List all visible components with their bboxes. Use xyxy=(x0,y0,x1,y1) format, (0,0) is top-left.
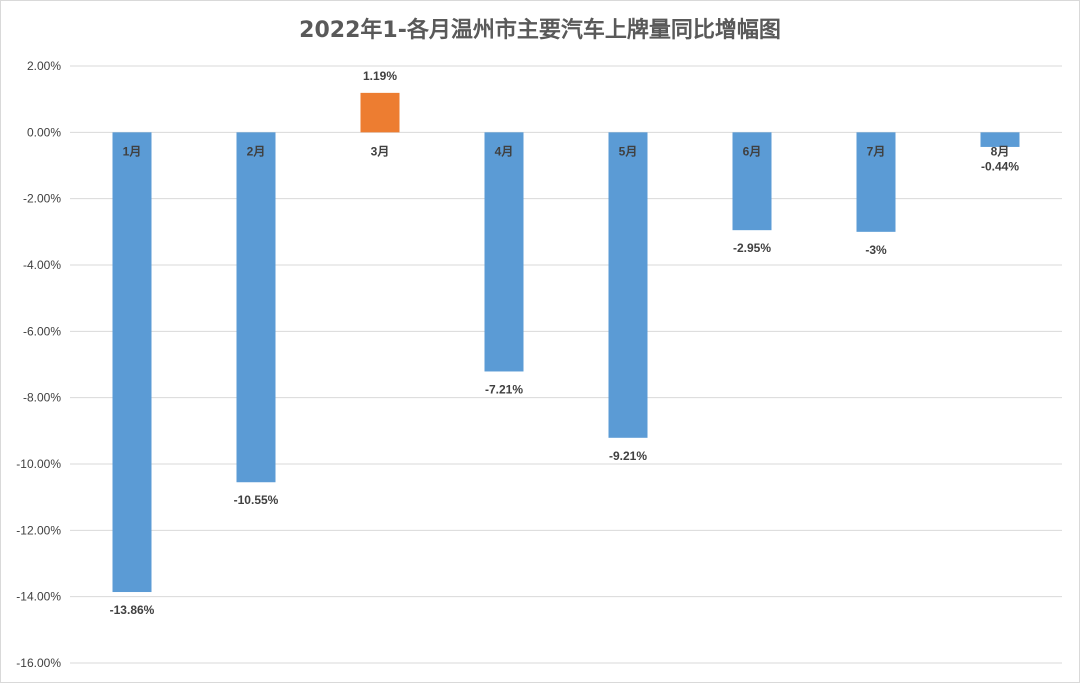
y-tick-label: -16.00% xyxy=(16,656,61,670)
y-tick-label: -6.00% xyxy=(23,324,61,338)
y-tick-label: -10.00% xyxy=(16,457,61,471)
category-label: 7月 xyxy=(867,144,886,158)
y-tick-label: -8.00% xyxy=(23,391,61,405)
y-axis-ticks: 2.00% 0.00% -2.00% -4.00% -6.00% -8.00% -10.00… xyxy=(16,59,61,670)
data-label: -10.55% xyxy=(234,493,279,507)
y-tick-label: -14.00% xyxy=(16,590,61,604)
y-tick-label: 0.00% xyxy=(27,125,61,139)
gridlines xyxy=(70,65,1062,664)
category-label: 8月 xyxy=(991,144,1010,158)
bars xyxy=(112,92,1020,593)
data-labels: -13.86% -10.55% 1.19% -7.21% -9.21% -2.95% -3%… xyxy=(110,69,1020,617)
bar xyxy=(484,132,524,372)
category-label: 1月 xyxy=(123,144,142,158)
bar xyxy=(980,132,1020,147)
y-tick-label: -12.00% xyxy=(16,523,61,537)
category-label: 2月 xyxy=(247,144,266,158)
category-label: 5月 xyxy=(619,144,638,158)
bar xyxy=(608,132,648,438)
bar xyxy=(856,132,896,232)
category-labels: 1月 2月 3月 4月 5月 6月 7月 8月 xyxy=(123,144,1010,158)
data-label: -13.86% xyxy=(110,603,155,617)
data-label: -7.21% xyxy=(485,382,523,396)
y-tick-label: -2.00% xyxy=(23,192,61,206)
data-label: -3% xyxy=(865,243,887,257)
data-label: 1.19% xyxy=(363,69,397,83)
bar xyxy=(112,132,152,593)
y-tick-label: 2.00% xyxy=(27,59,61,73)
bar xyxy=(236,132,276,483)
y-tick-label: -4.00% xyxy=(23,258,61,272)
category-label: 4月 xyxy=(495,144,514,158)
category-label: 3月 xyxy=(371,144,390,158)
data-label: -9.21% xyxy=(609,449,647,463)
bar xyxy=(732,132,772,231)
data-label: -0.44% xyxy=(981,159,1019,173)
bar xyxy=(360,92,400,133)
category-label: 6月 xyxy=(743,144,762,158)
chart-title: 2022年1-各月温州市主要汽车上牌量同比增幅图 xyxy=(299,18,781,43)
data-label: -2.95% xyxy=(733,241,771,255)
